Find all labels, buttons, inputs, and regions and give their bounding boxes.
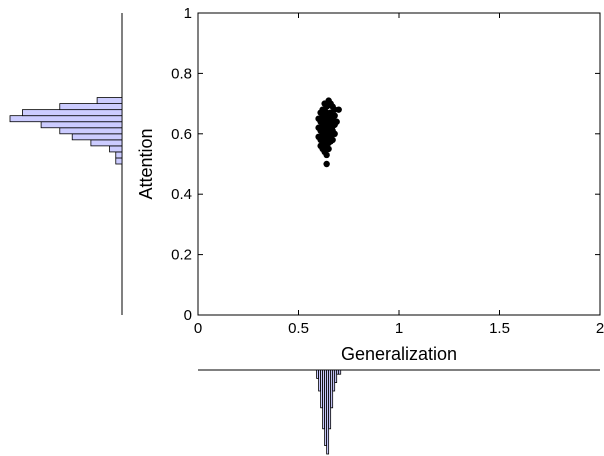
y-histogram-bar <box>90 139 123 147</box>
y-tick-label: 0.8 <box>171 65 192 82</box>
plot-frame <box>197 12 601 316</box>
y-histogram-bar <box>59 103 123 111</box>
x-histogram-bar <box>338 369 342 375</box>
x-histogram-bar <box>334 369 338 384</box>
data-point <box>323 151 330 159</box>
scatter-points <box>315 97 342 168</box>
x-marginal-histogram <box>316 369 342 455</box>
axis-ticks: 0 0.5 1 1.5 2 0 0.2 0.4 0.6 0.8 1 <box>171 5 604 337</box>
x-tick-label: 2 <box>596 320 604 337</box>
y-histogram-bar <box>71 133 123 141</box>
x-tick-label: 1.5 <box>489 320 510 337</box>
x-tick-label: 0 <box>194 320 202 337</box>
y-marginal-histogram <box>9 97 123 165</box>
y-tick-label: 0.2 <box>171 247 192 264</box>
y-histogram-bar <box>115 157 123 165</box>
x-axis-label: Generalization <box>341 344 457 364</box>
data-point <box>323 160 330 168</box>
data-point <box>335 106 342 113</box>
y-histogram-bar <box>22 109 123 117</box>
y-histogram-bar <box>59 127 123 135</box>
data-point <box>327 138 334 145</box>
data-point <box>321 100 328 107</box>
data-point <box>325 113 332 121</box>
y-histogram-bar <box>40 121 123 129</box>
data-point <box>323 129 330 136</box>
y-histogram-bar <box>109 145 123 153</box>
y-tick-label: 0.4 <box>171 186 192 203</box>
data-point <box>321 107 328 115</box>
y-tick-label: 0.6 <box>171 126 192 143</box>
y-histogram-bar <box>96 97 123 104</box>
y-histogram-bar <box>115 151 123 159</box>
x-tick-label: 0.5 <box>288 320 309 337</box>
y-histogram-bar <box>9 115 123 123</box>
data-point <box>327 101 334 109</box>
y-axis-label: Attention <box>136 128 156 199</box>
x-tick-label: 1 <box>395 320 403 337</box>
y-tick-label: 0 <box>184 307 192 324</box>
y-tick-label: 1 <box>184 5 192 22</box>
data-point <box>329 123 336 130</box>
data-point <box>319 117 326 124</box>
